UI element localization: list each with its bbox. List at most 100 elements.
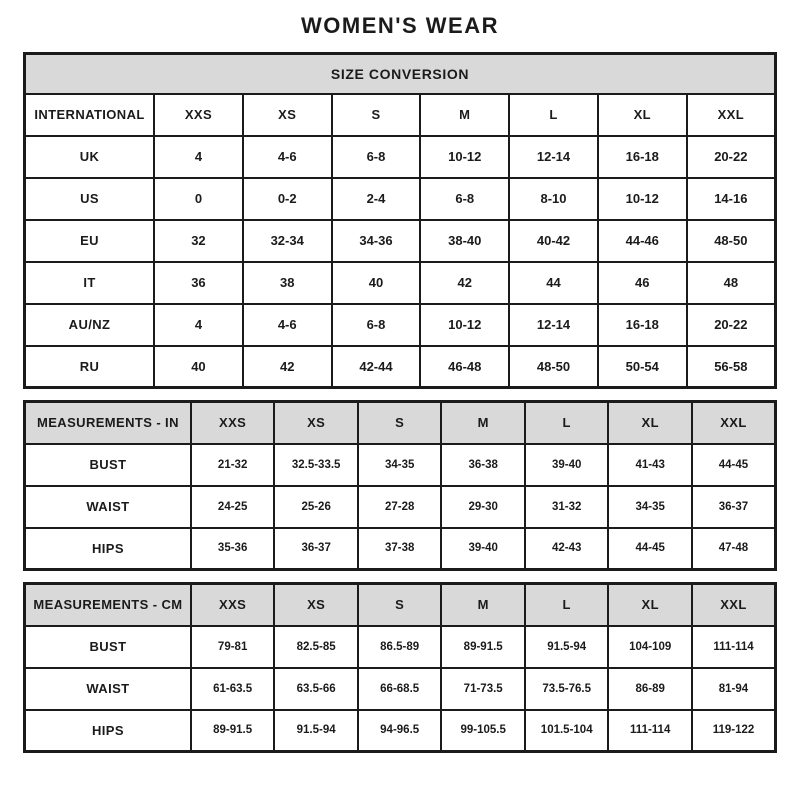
- value-cell: 12-14: [508, 302, 599, 347]
- value-cell: 0: [153, 176, 244, 221]
- value-cell: 91.5-94: [273, 708, 359, 753]
- page-title: WOMEN'S WEAR: [301, 13, 499, 38]
- row-label: RU: [23, 344, 156, 389]
- column-header: XL: [596, 92, 688, 137]
- value-cell: 36-37: [273, 526, 359, 571]
- value-cell: 71-73.5: [440, 666, 526, 711]
- column-header: XL: [607, 400, 693, 445]
- table-row: AU/NZ 4 4-6 6-8 10-12 12-14 16-18 20-22: [23, 302, 777, 347]
- value-cell: 27-28: [356, 484, 443, 529]
- value-cell: 16-18: [596, 302, 688, 347]
- value-cell: 10-12: [596, 176, 688, 221]
- value-cell: 31-32: [523, 484, 610, 529]
- table-label: MEASUREMENTS - CM: [23, 582, 192, 627]
- table-row: US 0 0-2 2-4 6-8 8-10 10-12 14-16: [23, 176, 777, 221]
- value-cell: 4: [153, 302, 244, 347]
- value-cell: 40: [153, 344, 244, 389]
- column-header: XL: [607, 582, 693, 627]
- column-header: S: [330, 92, 422, 137]
- table-row: IT 36 38 40 42 44 46 48: [23, 260, 777, 305]
- value-cell: 86.5-89: [356, 624, 443, 669]
- value-cell: 63.5-66: [273, 666, 359, 711]
- row-label: HIPS: [23, 526, 192, 571]
- value-cell: 61-63.5: [189, 666, 276, 711]
- row-label: BUST: [23, 442, 192, 487]
- table-title-row: SIZE CONVERSION: [23, 52, 777, 95]
- column-header: XXS: [189, 400, 276, 445]
- column-header: M: [440, 400, 526, 445]
- measurements-in-table: MEASUREMENTS - IN XXS XS S M L XL XXL BUST 21-32 3…: [23, 400, 777, 571]
- column-header: L: [523, 400, 610, 445]
- size-conversion-table: SIZE CONVERSION INTERNATIONAL XXS XS S M L XL XX…: [23, 52, 777, 389]
- value-cell: 39-40: [440, 526, 526, 571]
- value-cell: 79-81: [189, 624, 276, 669]
- value-cell: 99-105.5: [440, 708, 526, 753]
- row-label: IT: [23, 260, 156, 305]
- value-cell: 4-6: [241, 302, 333, 347]
- value-cell: 42: [241, 344, 333, 389]
- value-cell: 48-50: [508, 344, 599, 389]
- value-cell: 47-48: [690, 526, 777, 571]
- table-row: BUST 21-32 32.5-33.5 34-35 36-38 39-40 41-43 44…: [23, 442, 777, 487]
- size-chart-page: WOMEN'S WEAR SIZE CONVERSION INTERNATIONA…: [23, 13, 777, 753]
- table-title: SIZE CONVERSION: [23, 52, 777, 95]
- value-cell: 73.5-76.5: [523, 666, 610, 711]
- column-header: XS: [241, 92, 333, 137]
- value-cell: 111-114: [690, 624, 777, 669]
- value-cell: 38-40: [419, 218, 511, 263]
- value-cell: 20-22: [685, 302, 777, 347]
- value-cell: 111-114: [607, 708, 693, 753]
- row-label: UK: [23, 134, 156, 179]
- value-cell: 42-44: [330, 344, 422, 389]
- table-row: WAIST 61-63.5 63.5-66 66-68.5 71-73.5 73.5-76…: [23, 666, 777, 711]
- column-header: S: [356, 582, 443, 627]
- table-row: UK 4 4-6 6-8 10-12 12-14 16-18 20-22: [23, 134, 777, 179]
- value-cell: 12-14: [508, 134, 599, 179]
- row-label: EU: [23, 218, 156, 263]
- value-cell: 56-58: [685, 344, 777, 389]
- value-cell: 36-37: [690, 484, 777, 529]
- table-row: BUST 79-81 82.5-85 86.5-89 89-91.5 91.5-94 104…: [23, 624, 777, 669]
- table-row: HIPS 35-36 36-37 37-38 39-40 42-43 44-45 47-48: [23, 526, 777, 571]
- row-label: BUST: [23, 624, 192, 669]
- row-label: WAIST: [23, 666, 192, 711]
- column-header: XS: [273, 400, 359, 445]
- table-row: WAIST 24-25 25-26 27-28 29-30 31-32 34-35 36-37: [23, 484, 777, 529]
- value-cell: 89-91.5: [440, 624, 526, 669]
- value-cell: 21-32: [189, 442, 276, 487]
- column-header: L: [523, 582, 610, 627]
- value-cell: 44-46: [596, 218, 688, 263]
- value-cell: 38: [241, 260, 333, 305]
- measurements-cm-table: MEASUREMENTS - CM XXS XS S M L XL XXL BUST 79-81 8…: [23, 582, 777, 753]
- value-cell: 24-25: [189, 484, 276, 529]
- value-cell: 82.5-85: [273, 624, 359, 669]
- value-cell: 6-8: [330, 134, 422, 179]
- value-cell: 14-16: [685, 176, 777, 221]
- value-cell: 89-91.5: [189, 708, 276, 753]
- value-cell: 4: [153, 134, 244, 179]
- value-cell: 32.5-33.5: [273, 442, 359, 487]
- column-header: M: [419, 92, 511, 137]
- value-cell: 94-96.5: [356, 708, 443, 753]
- value-cell: 34-36: [330, 218, 422, 263]
- value-cell: 41-43: [607, 442, 693, 487]
- value-cell: 32-34: [241, 218, 333, 263]
- value-cell: 81-94: [690, 666, 777, 711]
- table-row: RU 40 42 42-44 46-48 48-50 50-54 56-58: [23, 344, 777, 389]
- value-cell: 10-12: [419, 134, 511, 179]
- value-cell: 101.5-104: [523, 708, 610, 753]
- row-label: AU/NZ: [23, 302, 156, 347]
- value-cell: 119-122: [690, 708, 777, 753]
- value-cell: 2-4: [330, 176, 422, 221]
- row-label: WAIST: [23, 484, 192, 529]
- value-cell: 34-35: [356, 442, 443, 487]
- value-cell: 29-30: [440, 484, 526, 529]
- value-cell: 36: [153, 260, 244, 305]
- value-cell: 48: [685, 260, 777, 305]
- value-cell: 6-8: [330, 302, 422, 347]
- column-header: XXS: [189, 582, 276, 627]
- value-cell: 46-48: [419, 344, 511, 389]
- value-cell: 8-10: [508, 176, 599, 221]
- table-row: EU 32 32-34 34-36 38-40 40-42 44-46 48-50: [23, 218, 777, 263]
- value-cell: 50-54: [596, 344, 688, 389]
